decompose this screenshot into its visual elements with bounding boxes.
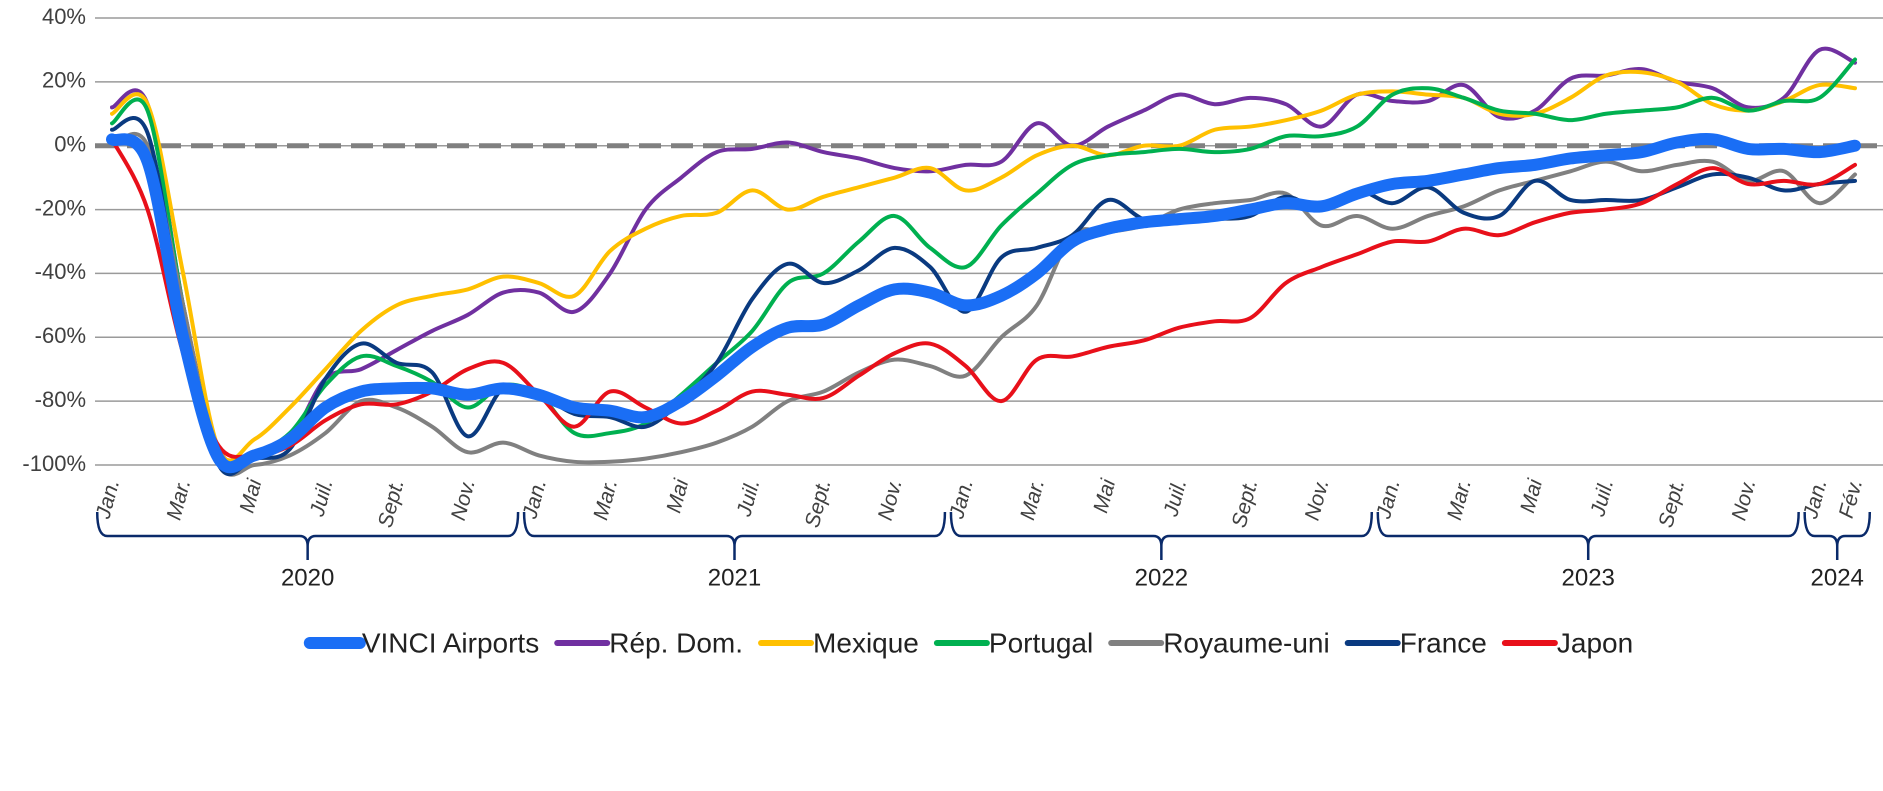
year-label: 2023 [1562,564,1615,591]
year-label: 2021 [708,564,761,591]
x-tick-label: Nov. [874,477,907,523]
year-label: 2024 [1811,564,1864,591]
legend-label: VINCI Airports [362,627,539,658]
x-tick-label: Mai [1516,475,1547,515]
x-tick-label: Sept. [801,477,836,530]
series-line [110,131,1857,477]
x-tick-label: Juil. [732,477,764,520]
year-label: 2020 [281,564,334,591]
series-line [110,116,1857,477]
y-tick-label: -60% [35,323,86,348]
year-bracket [1803,511,1872,560]
x-tick-label: Mar. [589,477,622,523]
legend: VINCI Airports Rép. Dom. Mexique Portugal Ro… [303,627,1633,658]
y-tick-label: -80% [35,387,86,412]
x-tick-label: Nov. [1301,477,1334,523]
x-tick-label: Mar. [1443,477,1476,523]
series-line [110,69,1857,463]
x-tick-label: Fév. [1835,477,1867,521]
series-line [106,133,1861,474]
x-tick-label: Mar. [1016,477,1049,523]
year-bracket [95,511,520,560]
x-tick-label: Mai [235,475,266,515]
x-tick-label: Sept. [374,477,409,530]
series-line [110,137,1857,460]
x-tick-label: Mai [1089,475,1120,515]
y-tick-label: 20% [42,68,86,93]
year-bracket [949,511,1374,560]
legend-label: Mexique [813,627,919,658]
year-bracket [1376,511,1800,560]
x-tick-label: Sept. [1228,477,1263,530]
x-tick-label: Nov. [1727,477,1760,523]
series-line [110,46,1857,465]
x-tick-label: Mai [662,475,693,515]
y-tick-label: 0% [54,132,86,157]
y-tick-label: -100% [22,451,86,476]
x-tick-label: Juil. [305,477,337,520]
x-tick-label: Nov. [447,477,480,523]
legend-label: France [1400,627,1487,658]
legend-label: Portugal [989,627,1093,658]
year-label: 2022 [1135,564,1188,591]
y-tick-label: 40% [42,4,86,29]
x-tick-label: Sept. [1654,477,1689,530]
y-tick-label: -40% [35,259,86,284]
x-tick-label: Mar. [162,477,195,523]
legend-label: Rép. Dom. [609,627,743,658]
y-tick-label: -20% [35,195,86,220]
legend-label: Royaume-uni [1163,627,1330,658]
x-tick-label: Juil. [1159,477,1191,520]
legend-label: Japon [1557,627,1633,658]
x-tick-label: Juil. [1586,477,1618,520]
series-line [110,57,1857,469]
year-bracket [522,511,947,560]
